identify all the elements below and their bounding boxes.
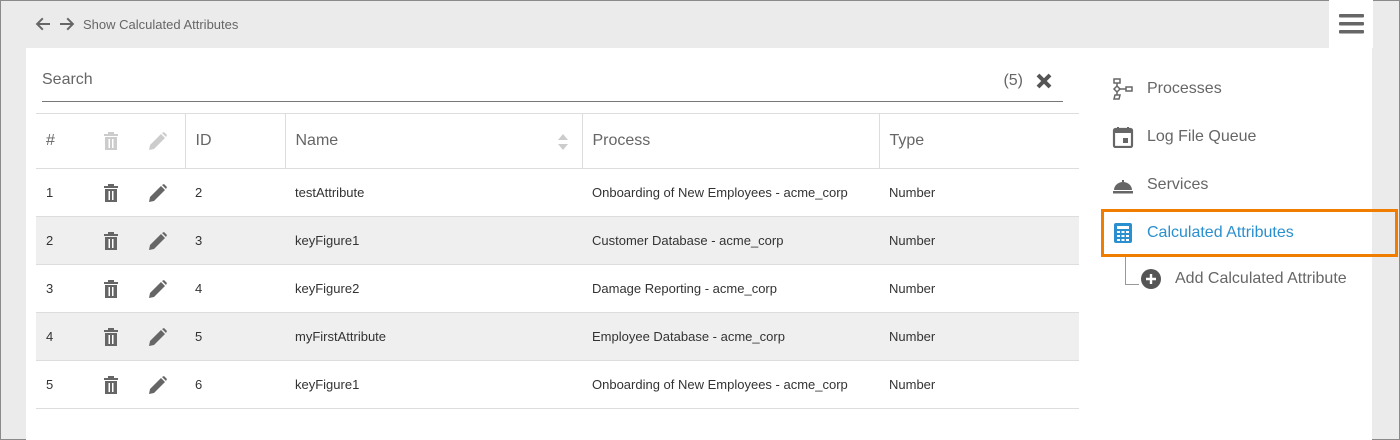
cell-name: keyFigure2 <box>285 264 582 313</box>
edit-button[interactable] <box>142 216 185 265</box>
cell-process: Damage Reporting - acme_corp <box>582 264 879 313</box>
sidebar-item-processes[interactable]: Processes <box>1101 65 1398 113</box>
sidebar-item-label: Processes <box>1147 80 1222 97</box>
calendar-icon <box>1112 127 1134 148</box>
pencil-icon <box>149 231 167 250</box>
search-bar: (5) <box>42 66 1063 102</box>
row-number: 4 <box>36 312 92 361</box>
cell-name: keyFigure1 <box>285 216 582 265</box>
cell-type: Number <box>879 360 1079 409</box>
pencil-icon <box>149 279 167 298</box>
cell-name: testAttribute <box>285 168 582 217</box>
cell-type: Number <box>879 216 1079 265</box>
cell-id: 5 <box>185 312 285 361</box>
sort-icon[interactable] <box>557 134 568 150</box>
plus-circle-icon <box>1141 269 1161 289</box>
col-process[interactable]: Process <box>581 113 879 169</box>
sidebar-item-log-file-queue[interactable]: Log File Queue <box>1101 113 1398 161</box>
edit-button[interactable] <box>142 312 185 361</box>
cell-process: Employee Database - acme_corp <box>582 312 879 361</box>
sidebar-item-label: Add Calculated Attribute <box>1175 270 1347 287</box>
search-input[interactable] <box>42 66 942 89</box>
trash-icon <box>104 327 118 346</box>
table-row[interactable]: 2 3 keyFigure1 Customer Database - acme_… <box>36 216 1079 265</box>
cell-process: Customer Database - acme_corp <box>582 216 879 265</box>
pencil-icon <box>149 375 167 394</box>
cell-type: Number <box>879 312 1079 361</box>
cell-name: myFirstAttribute <box>285 312 582 361</box>
sidebar-item-label: Log File Queue <box>1147 128 1257 145</box>
cell-id: 6 <box>185 360 285 409</box>
tree-connector <box>1125 257 1139 285</box>
delete-button[interactable] <box>92 216 142 265</box>
hamburger-icon <box>1338 14 1364 34</box>
table-header: # ID Name Process Type <box>36 113 1079 169</box>
attributes-table: # ID Name Process Type 1 2 testAttribute… <box>36 113 1079 409</box>
calculator-icon <box>1114 223 1132 243</box>
sidebar-item-services[interactable]: Services <box>1101 161 1398 209</box>
table-row[interactable]: 1 2 testAttribute Onboarding of New Empl… <box>36 168 1079 217</box>
edit-button[interactable] <box>142 168 185 217</box>
col-id[interactable]: ID <box>184 113 285 169</box>
close-icon[interactable] <box>1035 72 1053 90</box>
cell-id: 3 <box>185 216 285 265</box>
col-name[interactable]: Name <box>284 113 582 169</box>
arrow-right-icon[interactable] <box>59 16 75 32</box>
top-bar: Show Calculated Attributes <box>0 0 1400 48</box>
row-number: 1 <box>36 168 92 217</box>
delete-button[interactable] <box>92 168 142 217</box>
delete-button[interactable] <box>92 312 142 361</box>
page-title: Show Calculated Attributes <box>83 16 239 32</box>
trash-icon <box>104 183 118 202</box>
pencil-icon <box>149 327 167 346</box>
process-diagram-icon <box>1112 78 1133 100</box>
sidebar-item-add-calculated-attribute[interactable]: Add Calculated Attribute <box>1141 269 1347 289</box>
trash-icon <box>104 279 118 298</box>
pencil-icon <box>149 132 167 150</box>
col-name-label: Name <box>295 132 339 149</box>
cell-process: Onboarding of New Employees - acme_corp <box>582 168 879 217</box>
row-number: 3 <box>36 264 92 313</box>
result-count: (5) <box>1003 72 1023 89</box>
sidebar-item-label: Services <box>1147 176 1209 193</box>
cell-type: Number <box>879 264 1079 313</box>
pencil-icon <box>149 183 167 202</box>
table-row[interactable]: 4 5 myFirstAttribute Employee Database -… <box>36 312 1079 361</box>
cell-type: Number <box>879 168 1079 217</box>
col-delete <box>92 113 142 169</box>
trash-icon <box>104 132 118 150</box>
col-number: # <box>36 113 92 169</box>
cell-name: keyFigure1 <box>285 360 582 409</box>
table-row[interactable]: 5 6 keyFigure1 Onboarding of New Employe… <box>36 360 1079 409</box>
cell-id: 2 <box>185 168 285 217</box>
row-number: 2 <box>36 216 92 265</box>
cell-process: Onboarding of New Employees - acme_corp <box>582 360 879 409</box>
edit-button[interactable] <box>142 264 185 313</box>
breadcrumb: Show Calculated Attributes <box>35 16 238 32</box>
arrow-left-icon[interactable] <box>35 16 51 32</box>
trash-icon <box>104 231 118 250</box>
menu-button[interactable] <box>1329 0 1373 48</box>
sidebar-item-label: Calculated Attributes <box>1147 224 1294 241</box>
col-type[interactable]: Type <box>878 113 1079 169</box>
cell-id: 4 <box>185 264 285 313</box>
col-edit <box>142 113 185 169</box>
table-row[interactable]: 3 4 keyFigure2 Damage Reporting - acme_c… <box>36 264 1079 313</box>
trash-icon <box>104 375 118 394</box>
delete-button[interactable] <box>92 264 142 313</box>
sidebar-item-calculated-attributes[interactable]: Calculated Attributes <box>1101 209 1398 257</box>
service-bell-icon <box>1113 180 1133 194</box>
delete-button[interactable] <box>92 360 142 409</box>
row-number: 5 <box>36 360 92 409</box>
edit-button[interactable] <box>142 360 185 409</box>
